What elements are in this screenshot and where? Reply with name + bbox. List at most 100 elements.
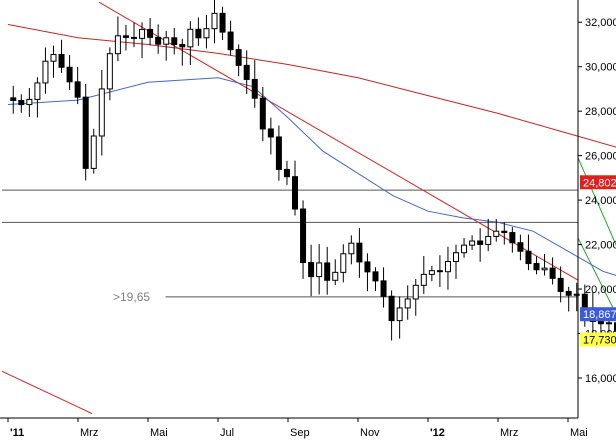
candle-body [300,208,307,264]
y-tick-label: 24,000 [585,195,616,207]
x-tick-label: Mrz [500,427,518,439]
candle-body [364,261,371,273]
x-tick-label: Mrz [80,427,98,439]
candle-body [131,36,137,39]
x-tick-label: '12 [430,427,445,439]
candle-body [235,49,242,66]
candle-body [461,244,468,254]
candle-body [155,36,162,45]
x-tick-label: Sep [290,427,310,439]
candle-body [485,235,492,245]
candle-body [597,321,604,325]
candle-body [203,28,210,39]
price-badge [580,332,616,347]
candle-body [340,253,347,273]
candle-body [10,97,17,101]
candle-body [114,35,121,55]
price-badge [580,175,616,190]
candle-body [259,97,266,130]
channel-lower-line [577,237,616,316]
candle-body [428,270,435,275]
candle-body [541,267,548,271]
candle-body [179,43,186,48]
candle-body [316,262,323,278]
moving-averages [7,24,616,276]
candle-body [324,262,331,281]
candle-body [219,12,226,33]
candle-body [187,28,194,48]
candle-body [308,262,315,278]
horizontal-levels [2,189,578,298]
price-badge-label: 17,730 [583,335,616,347]
candle-body [420,273,427,286]
x-tick-label: Mai [150,427,168,439]
y-tick-label: 30,000 [585,62,616,74]
candle-body [82,96,89,169]
candle-body [525,250,532,265]
candle-body [509,232,516,244]
candle-body [549,267,556,279]
candle-body [436,270,443,273]
candle-body [372,271,379,282]
red-moving-average [7,24,616,148]
candle-body [243,64,250,80]
candle-body [533,263,540,271]
candle-body [493,230,500,237]
y-tick-label: 20,000 [585,284,616,296]
candles [10,0,616,342]
price-badge [580,307,616,322]
candle-body [50,53,57,62]
candle-body [171,37,178,45]
candle-body [557,277,564,292]
candle-body [388,295,395,322]
candle-body [211,12,218,30]
trendlines [1,1,616,415]
candle-body [58,53,65,68]
x-tick-label: Jul [220,427,234,439]
y-tick-label: 32,000 [585,17,616,29]
candle-body [147,28,154,38]
candle-body [26,98,33,106]
blue-moving-average [7,77,616,276]
candle-body [292,176,298,210]
candle-body [404,298,411,309]
price-badge-label: 24,802 [583,177,616,189]
x-tick-label: '11 [10,427,24,439]
annotations: >19,65<17,31 [113,290,150,304]
y-tick-label: 28,000 [585,106,616,118]
red-trendline [98,1,579,281]
candle-body [251,78,258,99]
candle-body [34,82,41,100]
y-tick-label: 22,000 [585,240,616,252]
candle-body [98,88,105,137]
candle-body [106,53,113,90]
price-badge-label: 18,867 [583,309,616,321]
candle-body [66,66,73,83]
candle-body [565,290,572,296]
candle-body [163,37,170,45]
candle-body [139,28,146,39]
candle-body [501,230,508,234]
candle-body [227,31,234,51]
candle-body [90,135,97,169]
candle-body [332,271,339,281]
candle-body [614,322,616,332]
candle-body [605,322,612,325]
channel-upper-line [577,157,616,247]
level-left-label: >19,65 [113,290,150,304]
y-tick-label: 26,000 [585,151,616,163]
candle-body [275,136,282,170]
candle-body [396,307,403,322]
candle-body [469,240,476,246]
candle-body [74,81,81,98]
candle-body [412,284,419,300]
candle-body [42,60,49,84]
candle-body [122,35,129,38]
candle-body [477,240,484,245]
candle-body [267,128,274,138]
candle-body [444,260,451,273]
candle-body [195,28,202,39]
